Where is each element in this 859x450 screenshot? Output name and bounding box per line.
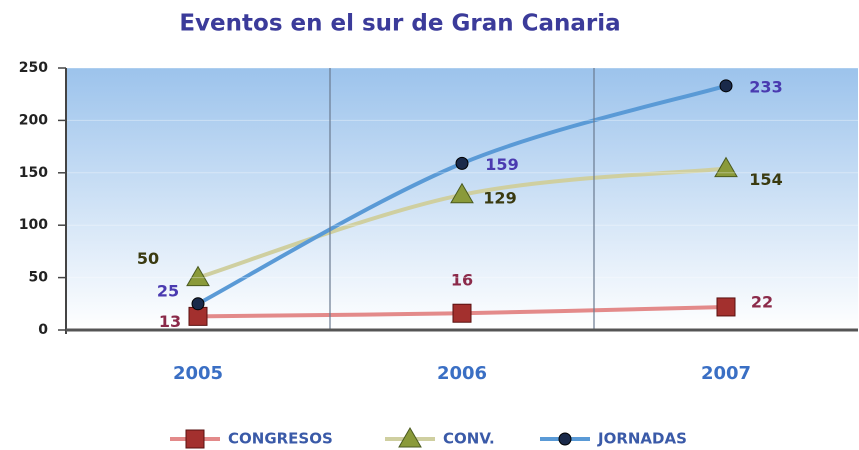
y-tick-label: 100 [19, 217, 48, 233]
marker [191, 297, 205, 311]
y-tick-label: 250 [19, 60, 48, 76]
data-label: 50 [137, 249, 159, 268]
series: 25 159 233 [157, 77, 783, 311]
data-label: 154 [749, 170, 782, 189]
marker [455, 156, 469, 170]
legend-label: JORNADAS [597, 430, 687, 448]
data-label: 129 [483, 188, 516, 207]
marker [398, 427, 422, 448]
marker [186, 265, 210, 287]
x-tick-label: 2007 [701, 363, 751, 384]
marker [558, 432, 572, 446]
chart-title: Eventos en el sur de Gran Canaria [179, 11, 620, 37]
series: 50 129 154 [137, 156, 783, 287]
data-label: 233 [749, 77, 782, 96]
marker [719, 79, 733, 93]
x-tick-label: 2005 [173, 363, 223, 384]
y-tick-label: 200 [19, 112, 48, 128]
data-label: 16 [451, 271, 473, 290]
y-tick-label: 50 [29, 270, 49, 286]
marker [716, 297, 736, 317]
data-label: 159 [485, 155, 518, 174]
marker [185, 429, 205, 449]
legend-label: CONV. [443, 430, 495, 448]
legend-label: CONGRESOS [228, 430, 333, 448]
data-label: 25 [157, 281, 179, 300]
data-label: 13 [159, 312, 181, 331]
marker [450, 182, 474, 204]
series: 13 16 22 [159, 271, 773, 331]
x-tick-label: 2006 [437, 363, 487, 384]
data-label: 22 [751, 292, 773, 311]
plot: 13 16 22 50 129 154 25 159 233 [137, 77, 783, 331]
marker [452, 303, 472, 323]
marker [714, 156, 738, 178]
y-tick-label: 0 [38, 322, 48, 338]
y-tick-label: 150 [19, 165, 48, 181]
